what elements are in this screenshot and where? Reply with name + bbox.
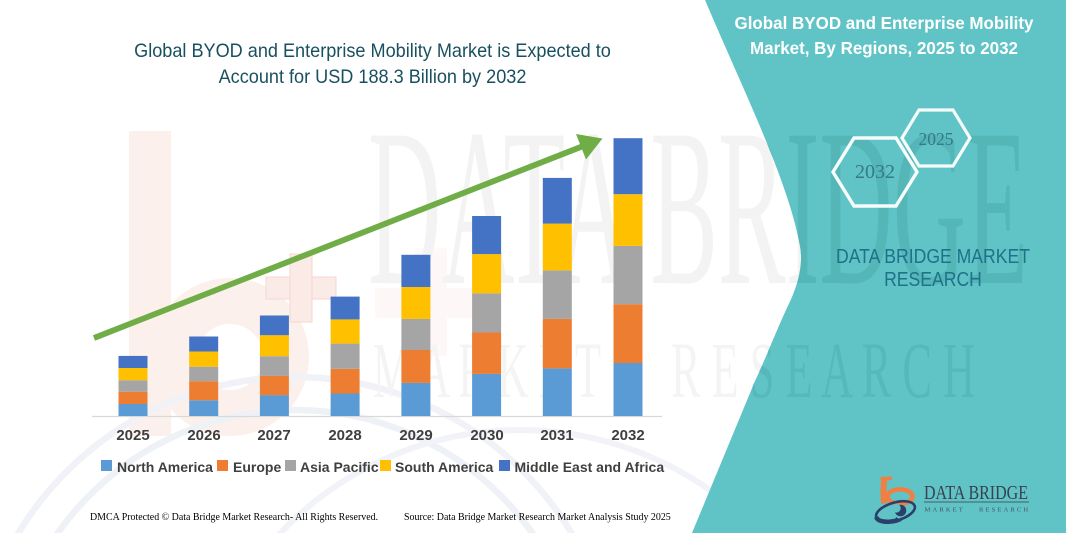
svg-text:MARKET: MARKET <box>925 507 965 514</box>
svg-text:RESEARCH: RESEARCH <box>979 507 1030 514</box>
svg-text:DATA BRIDGE: DATA BRIDGE <box>924 482 1028 504</box>
